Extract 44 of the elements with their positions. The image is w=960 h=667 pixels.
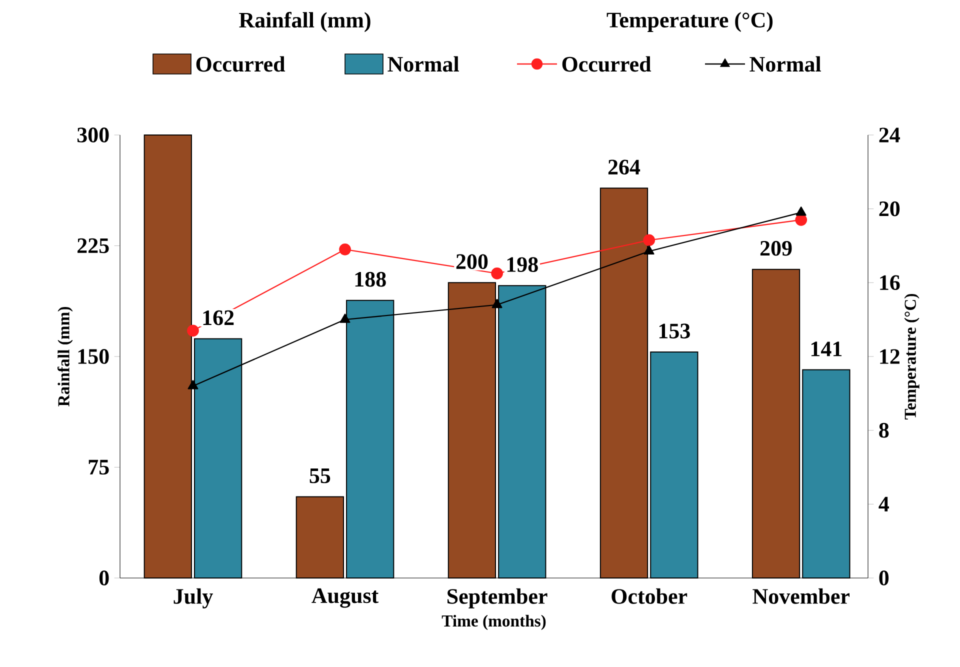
x-tick-label: October	[612, 588, 688, 604]
point	[491, 267, 503, 280]
point	[643, 234, 656, 246]
y2-tick-label: 8	[879, 422, 889, 438]
point	[187, 324, 199, 337]
y2-tick-label: 12	[880, 349, 900, 364]
x-axis-title: Time (months)	[442, 614, 546, 630]
point	[492, 298, 502, 308]
legend-label: Occurred	[562, 56, 652, 72]
legend-label: Normal	[750, 56, 821, 72]
data-label: 200	[456, 254, 488, 270]
y-tick-label: 225	[78, 238, 109, 254]
legend-label: Occurred	[196, 56, 286, 72]
y-axis-title: Rainfall (mm)	[58, 307, 73, 406]
y-tick-label: 150	[78, 349, 109, 364]
y2-tick-label: 16	[880, 275, 900, 290]
data-label: 264	[608, 160, 640, 175]
text: Rainfall (mm)	[239, 12, 370, 32]
point	[188, 380, 198, 390]
y2-axis-title: Temperature (°C)	[904, 294, 920, 420]
y-tick-label: 300	[77, 128, 109, 142]
data-label: 188	[355, 272, 386, 287]
x-tick-label: September	[448, 588, 548, 608]
text: Temperature (°C)	[606, 12, 773, 32]
x-tick-label: July	[174, 588, 213, 608]
y-tick-label: 75	[88, 460, 109, 475]
y2-tick-label: 4	[878, 496, 889, 512]
x-tick-label: November	[752, 588, 850, 604]
x-tick-label: August	[312, 588, 379, 608]
data-label: 153	[659, 324, 690, 338]
point	[796, 206, 806, 216]
data-label: 209	[760, 240, 792, 256]
data-label: 141	[811, 342, 842, 356]
data-label: 55	[310, 468, 330, 484]
data-label: 162	[203, 310, 234, 326]
point	[644, 245, 654, 255]
y2-tick-label: 20	[879, 201, 900, 216]
legend-label: Normal	[388, 56, 459, 72]
y2-tick-label: 24	[879, 128, 900, 142]
point	[339, 244, 351, 256]
y2-tick-label: 0	[879, 570, 889, 586]
point	[340, 314, 350, 323]
y-tick-label: 0	[99, 570, 109, 586]
data-label: 198	[507, 257, 538, 272]
